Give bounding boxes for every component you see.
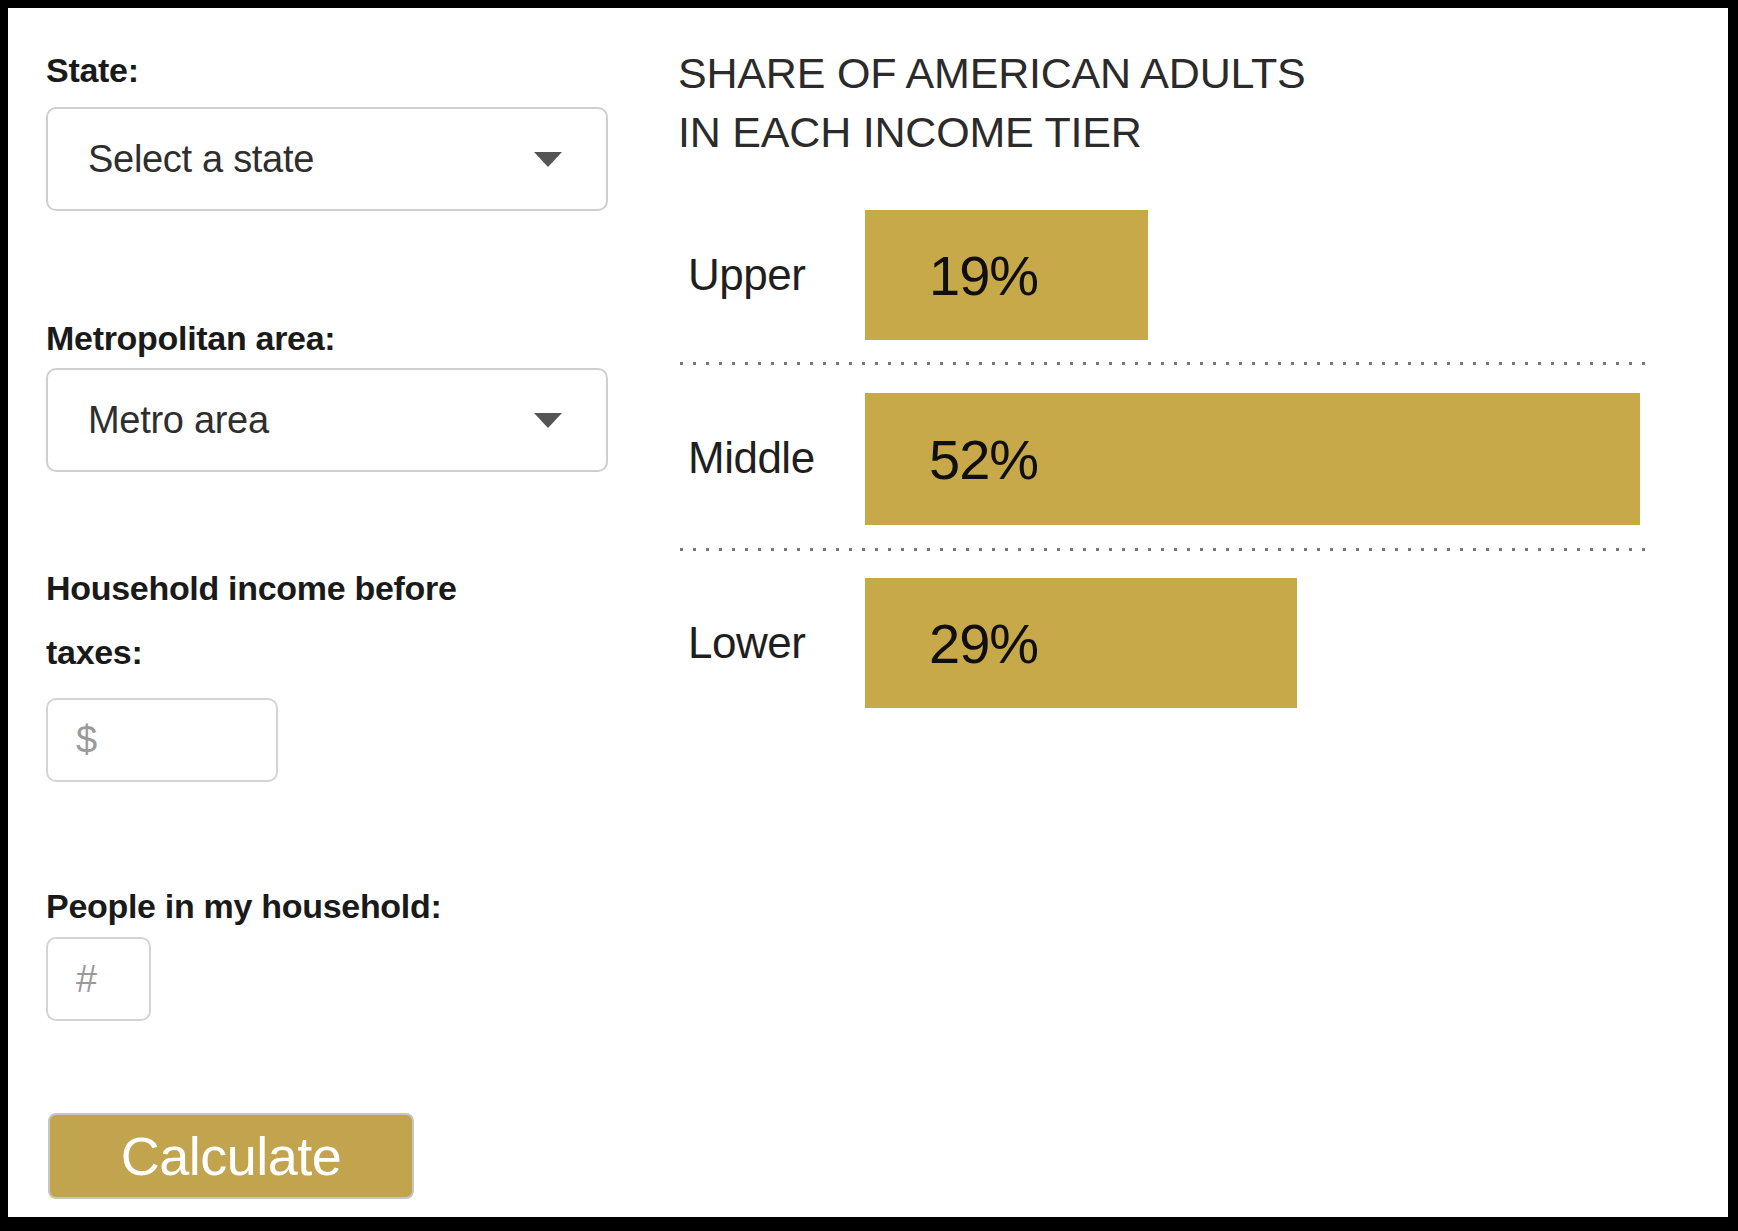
bar-upper: 19% bbox=[865, 210, 1148, 340]
people-in-household-input[interactable] bbox=[46, 937, 151, 1021]
metro-area-select[interactable]: Metro area bbox=[46, 368, 608, 472]
income-calculator-page: State: Select a state Metropolitan area:… bbox=[0, 0, 1738, 1231]
dotted-separator bbox=[680, 548, 1650, 552]
bar-upper-value: 19% bbox=[929, 243, 1038, 308]
tier-label-lower: Lower bbox=[688, 578, 858, 708]
bar-middle-value: 52% bbox=[929, 427, 1038, 492]
caret-down-icon bbox=[534, 152, 562, 167]
bar-lower-value: 29% bbox=[929, 611, 1038, 676]
calculate-button[interactable]: Calculate bbox=[48, 1113, 414, 1199]
state-label: State: bbox=[46, 38, 139, 102]
page-border-bottom bbox=[0, 1217, 1738, 1231]
dotted-separator bbox=[680, 362, 1650, 366]
tier-label-middle: Middle bbox=[688, 393, 858, 523]
page-border-top bbox=[0, 0, 1738, 8]
state-select[interactable]: Select a state bbox=[46, 107, 608, 211]
household-income-input[interactable] bbox=[46, 698, 278, 782]
bar-middle: 52% bbox=[865, 393, 1640, 525]
household-income-label: Household income before taxes: bbox=[46, 556, 516, 684]
page-border-right bbox=[1728, 0, 1738, 1231]
page-border-left bbox=[0, 0, 8, 1231]
chart-title: SHARE OF AMERICAN ADULTS IN EACH INCOME … bbox=[678, 44, 1306, 162]
chart-title-line-1: SHARE OF AMERICAN ADULTS bbox=[678, 44, 1306, 103]
metro-area-label: Metropolitan area: bbox=[46, 306, 335, 370]
state-select-value: Select a state bbox=[88, 138, 534, 181]
tier-label-upper: Upper bbox=[688, 210, 858, 340]
caret-down-icon bbox=[534, 413, 562, 428]
bar-lower: 29% bbox=[865, 578, 1297, 708]
people-in-household-label: People in my household: bbox=[46, 874, 441, 938]
metro-area-select-value: Metro area bbox=[88, 399, 534, 442]
chart-title-line-2: IN EACH INCOME TIER bbox=[678, 103, 1306, 162]
